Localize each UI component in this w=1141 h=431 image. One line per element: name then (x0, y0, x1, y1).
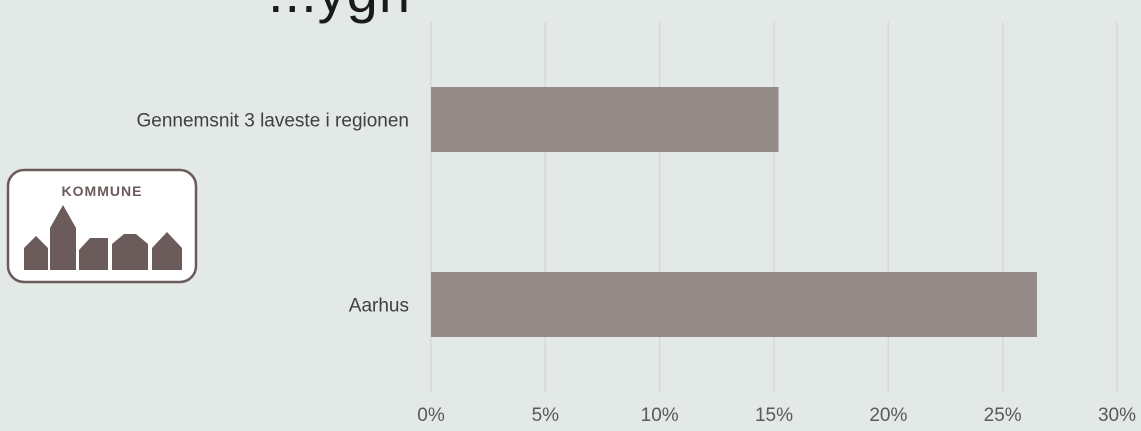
x-tick-label: 25% (984, 405, 1022, 426)
x-tick-label: 0% (417, 405, 445, 426)
title-fragment: ...ygn (268, 0, 411, 25)
x-tick-label: 10% (641, 405, 679, 426)
town-silhouette-icon (24, 205, 182, 270)
category-label: Gennemsnit 3 laveste i regionen (137, 111, 410, 132)
bars (431, 87, 1037, 337)
kommune-logo: KOMMUNE (6, 168, 198, 284)
x-tick-label: 20% (869, 405, 907, 426)
category-label: Aarhus (349, 296, 409, 317)
bar (431, 87, 779, 152)
logo-text: KOMMUNE (62, 183, 143, 199)
x-tick-labels: 0% 5% 10% 15% 20% 25% 30% (417, 405, 1136, 426)
x-tick-label: 15% (755, 405, 793, 426)
x-tick-label: 30% (1098, 405, 1136, 426)
gridlines (430, 22, 1118, 392)
x-tick-label: 5% (532, 405, 560, 426)
category-labels: Gennemsnit 3 laveste i regionen Aarhus (137, 111, 410, 317)
bar (431, 272, 1037, 337)
